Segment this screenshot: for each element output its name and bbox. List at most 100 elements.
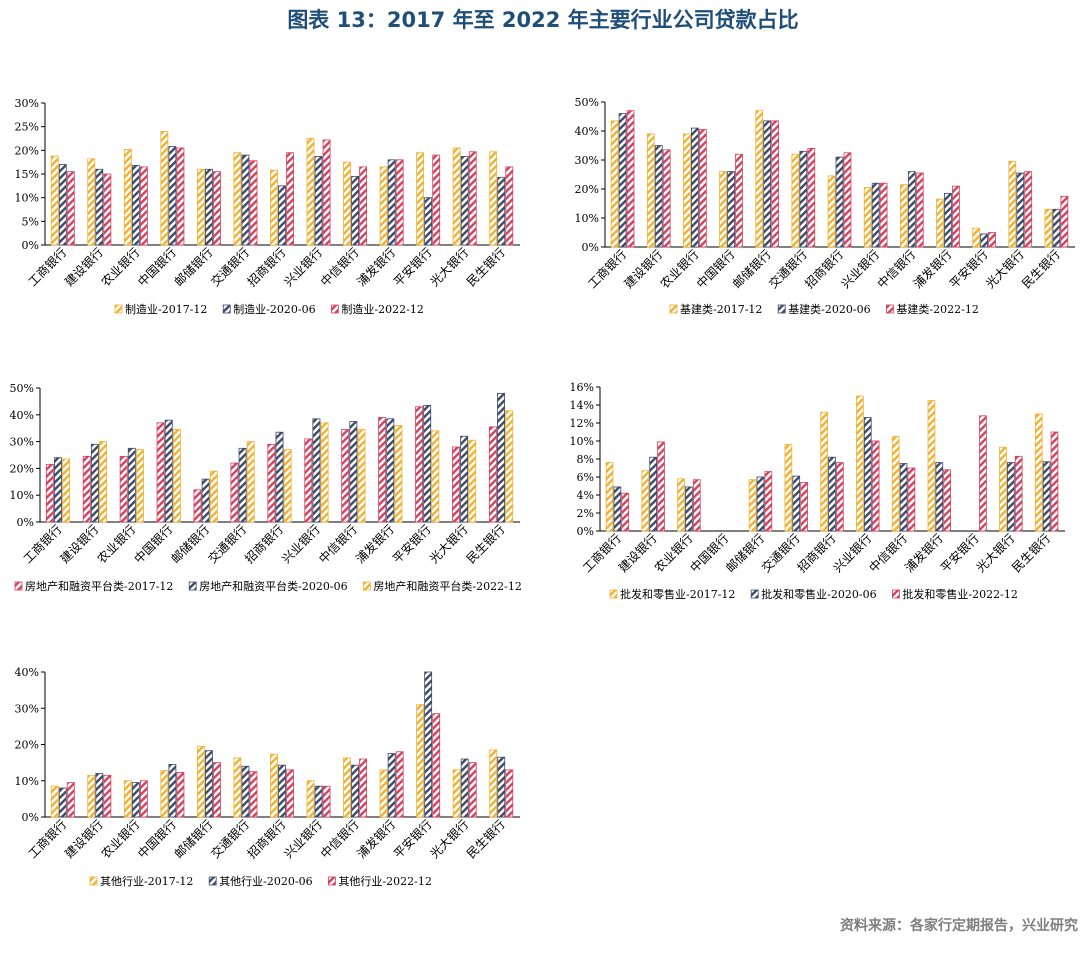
bar — [343, 161, 351, 246]
bar — [683, 133, 691, 248]
legend-label: 基建类-2022-12 — [896, 302, 978, 316]
bar — [835, 156, 844, 248]
legend-swatch — [114, 304, 123, 314]
x-tick-label: 平安银行 — [390, 245, 435, 290]
bar — [460, 435, 469, 523]
bar — [213, 762, 221, 818]
x-tick-label: 中信银行 — [874, 247, 919, 292]
bar — [488, 426, 497, 523]
y-tick-label: 40% — [15, 666, 39, 679]
x-tick-label: 兴业银行 — [838, 247, 882, 291]
y-tick-label: 0% — [577, 525, 594, 538]
bar — [139, 166, 148, 246]
y-tick-label: 50% — [10, 382, 34, 395]
bar — [50, 155, 59, 246]
legend-swatch — [208, 876, 217, 886]
bar — [286, 152, 294, 246]
bar — [267, 443, 276, 523]
bar — [1052, 208, 1061, 248]
bar — [827, 175, 836, 248]
bar — [468, 439, 477, 523]
bar — [54, 457, 62, 523]
other-industries-chart: 0%10%20%30%40%工商银行建设银行农业银行中国银行邮储银行交通银行招商… — [15, 666, 520, 888]
bar — [416, 704, 425, 818]
x-tick-label: 中信银行 — [317, 245, 362, 290]
x-tick-label: 建设银行 — [62, 817, 106, 861]
bar — [698, 129, 707, 248]
bar — [62, 458, 71, 523]
legend-label: 房地产和融资平台类-2017-12 — [25, 579, 173, 593]
bar — [193, 489, 202, 523]
legend-swatch — [362, 581, 371, 591]
bar — [95, 168, 104, 246]
bar — [497, 392, 506, 523]
bar — [415, 406, 424, 523]
bar — [286, 769, 294, 818]
bar — [691, 127, 699, 248]
bar — [379, 769, 388, 818]
bar — [103, 173, 112, 246]
bar — [156, 422, 165, 523]
legend-swatch — [609, 589, 618, 599]
y-tick-label: 20% — [10, 462, 34, 475]
x-tick-label: 平安银行 — [389, 522, 434, 567]
legend-swatch — [14, 581, 23, 591]
wholesale-retail-chart: 0%2%4%6%8%10%12%14%16%工商银行建设银行农业银行中国银行邮储… — [570, 381, 1065, 601]
bar — [432, 154, 441, 246]
x-tick-label: 农业银行 — [95, 522, 139, 566]
bar — [275, 431, 284, 523]
bar — [1044, 208, 1053, 248]
bar — [791, 153, 800, 248]
bar — [497, 176, 506, 246]
x-tick-label: 邮储银行 — [171, 817, 216, 862]
bar — [249, 160, 258, 246]
x-tick-label: 中信银行 — [866, 531, 911, 576]
legend-label: 批发和零售业-2017-12 — [620, 587, 735, 601]
bar — [82, 455, 91, 523]
x-tick-label: 光大银行 — [983, 247, 1027, 291]
bar — [230, 462, 239, 523]
legend-label: 基建类-2017-12 — [680, 302, 762, 316]
page-title: 图表 13：2017 年至 2022 年主要行业公司贷款占比 — [287, 8, 799, 32]
bar — [899, 184, 908, 248]
bar — [871, 440, 880, 532]
infrastructure-chart: 0%10%20%30%40%50%工商银行建设银行农业银行中国银行邮储银行交通银… — [575, 96, 1075, 316]
bar — [621, 492, 630, 532]
legend-label: 其他行业-2022-12 — [338, 875, 431, 888]
bar — [395, 751, 404, 818]
bar — [395, 159, 404, 246]
legend-swatch — [222, 304, 231, 314]
bar — [468, 762, 477, 818]
bar — [283, 449, 292, 523]
bar — [979, 415, 987, 532]
bar — [1008, 161, 1017, 248]
y-tick-label: 5% — [22, 215, 39, 228]
bar — [1060, 195, 1069, 248]
bar — [416, 152, 425, 246]
bar — [241, 154, 250, 246]
legend-swatch — [327, 876, 336, 886]
bar — [87, 774, 96, 818]
bar — [249, 771, 258, 818]
bar — [160, 131, 169, 246]
legend-label: 制造业-2020-06 — [233, 302, 315, 316]
bar — [610, 120, 619, 248]
bar — [662, 149, 671, 248]
x-tick-label: 兴业银行 — [281, 817, 325, 861]
bar — [127, 447, 136, 523]
legend-swatch — [188, 581, 197, 591]
bar — [306, 780, 315, 818]
bar — [378, 417, 387, 523]
x-tick-label: 民生银行 — [464, 522, 508, 566]
bar — [432, 713, 441, 818]
y-tick-label: 0% — [22, 811, 39, 824]
x-tick-label: 浦发银行 — [354, 245, 399, 290]
bar — [1014, 455, 1023, 532]
bar — [322, 785, 331, 818]
x-tick-label: 招商银行 — [794, 531, 839, 576]
bar — [763, 120, 772, 248]
bar — [196, 168, 205, 246]
bar — [58, 787, 67, 818]
bar — [386, 418, 395, 523]
y-tick-label: 20% — [15, 144, 39, 157]
